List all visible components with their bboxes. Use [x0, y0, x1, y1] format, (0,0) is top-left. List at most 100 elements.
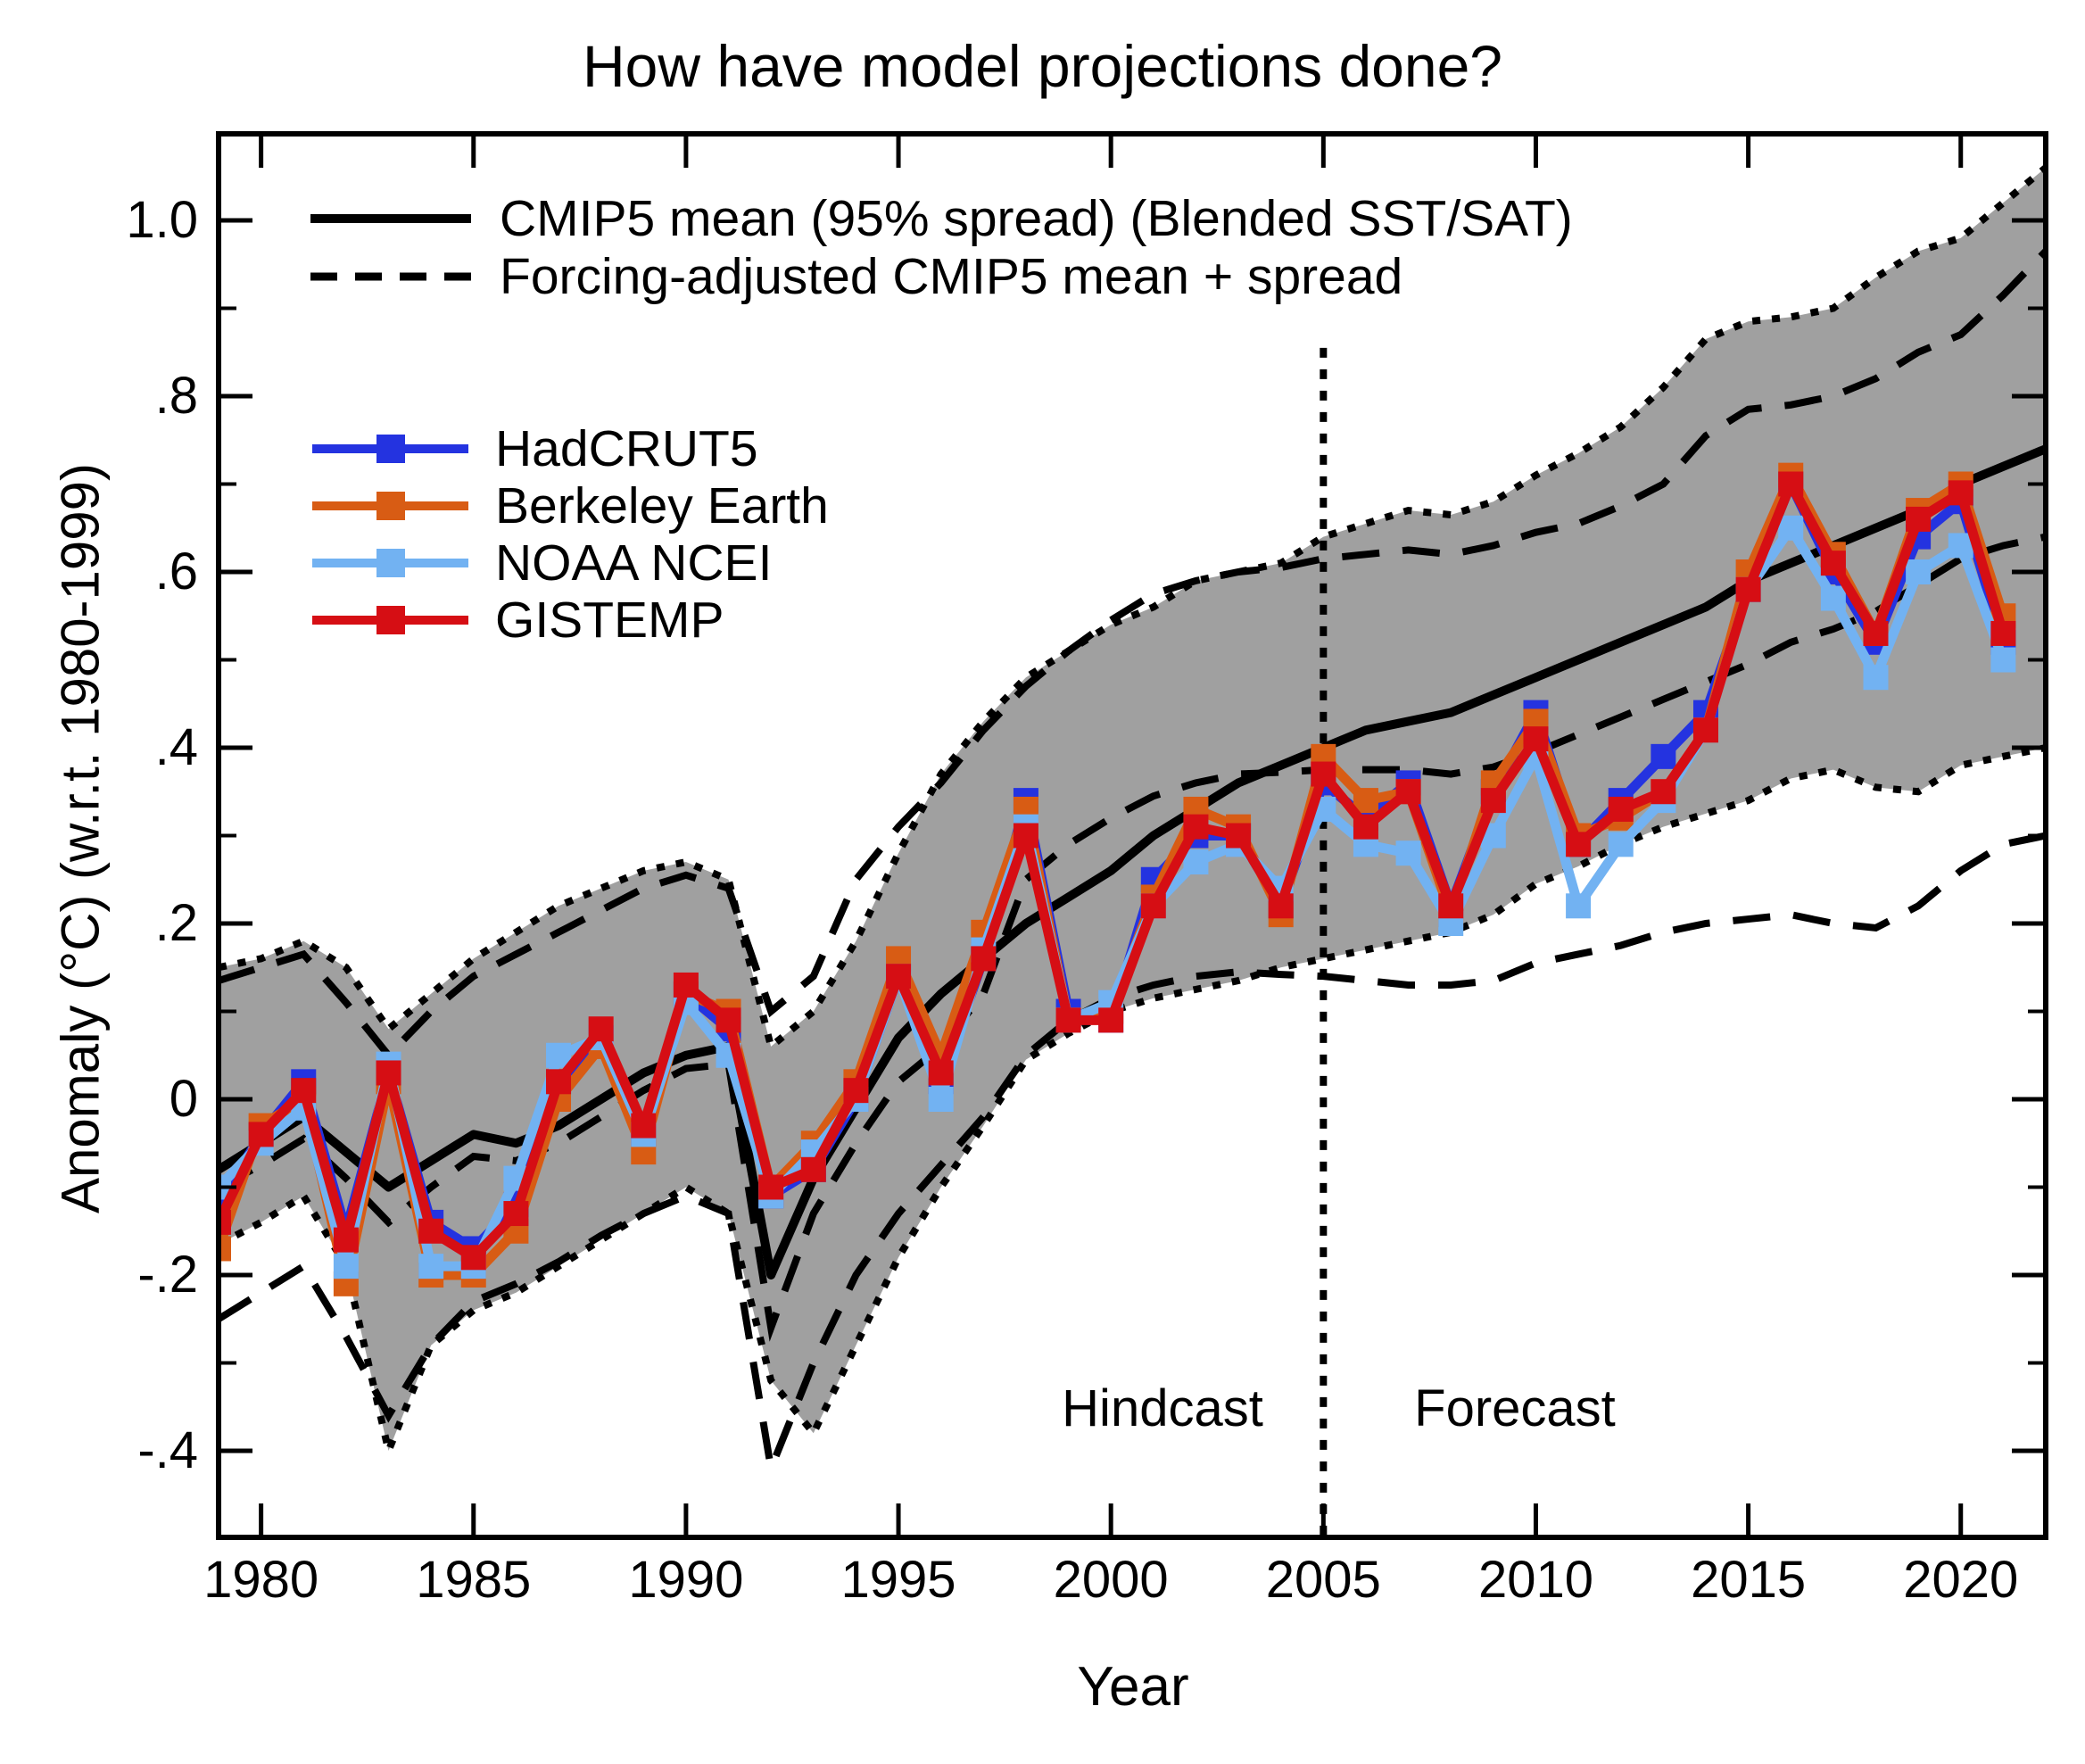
y-tick-label: .8	[154, 367, 198, 425]
noaa-ncei-marker	[1863, 665, 1889, 691]
gistemp-marker	[1183, 814, 1209, 840]
x-tick-label: 2015	[1691, 1551, 1807, 1609]
gistemp-marker	[376, 1060, 401, 1086]
series-line-sample-icon	[312, 593, 468, 647]
legend-item-noaa-ncei: NOAA NCEI	[312, 536, 772, 590]
y-tick-label: .6	[154, 542, 198, 600]
noaa-ncei-marker	[928, 1087, 954, 1112]
gistemp-marker	[1692, 717, 1718, 743]
gistemp-marker	[800, 1156, 826, 1182]
gistemp-marker	[503, 1201, 529, 1227]
gistemp-marker	[1480, 788, 1506, 814]
y-tick-label: -.4	[137, 1421, 198, 1479]
gistemp-marker	[1566, 832, 1592, 857]
gistemp-marker	[1226, 823, 1252, 849]
gistemp-marker	[588, 1016, 614, 1042]
legend-label-adjusted-mean: Forcing-adjusted CMIP5 mean + spread	[500, 248, 1403, 305]
x-tick-label: 1990	[628, 1551, 744, 1609]
x-tick-label: 1980	[203, 1551, 319, 1609]
noaa-ncei-marker	[1566, 893, 1592, 919]
gistemp-marker	[1906, 506, 1932, 532]
noaa-ncei-marker	[1990, 647, 2016, 673]
chart-title: How have model projections done?	[583, 33, 1502, 99]
gistemp-marker	[928, 1060, 954, 1086]
gistemp-marker	[1311, 761, 1336, 787]
plot-area	[219, 164, 2046, 1537]
gistemp-marker	[418, 1218, 444, 1244]
adjusted-spread-top	[219, 248, 2046, 1061]
gistemp-marker	[1608, 796, 1634, 822]
gistemp-marker	[1268, 893, 1294, 919]
gistemp-marker	[1438, 893, 1464, 919]
gistemp-marker	[219, 1209, 231, 1235]
gistemp-marker	[971, 946, 997, 972]
gistemp-marker	[1948, 480, 1973, 506]
gistemp-marker	[1778, 471, 1804, 497]
gistemp-marker	[1863, 620, 1889, 646]
gistemp-marker	[1353, 814, 1378, 840]
x-axis-label: Year	[1077, 1656, 1189, 1718]
noaa-ncei-marker	[1183, 849, 1209, 875]
gistemp-marker	[1735, 576, 1761, 602]
legend-item-gistemp: GISTEMP	[312, 593, 724, 647]
gistemp-marker	[1990, 620, 2016, 646]
legend-item-berkeley-earth: Berkeley Earth	[312, 479, 829, 533]
gistemp-marker	[333, 1227, 359, 1253]
gistemp-marker	[460, 1245, 486, 1271]
noaa-ncei-marker	[333, 1254, 359, 1280]
gistemp-marker	[758, 1174, 784, 1200]
legend-item-adjusted-mean: Forcing-adjusted CMIP5 mean + spread	[310, 250, 1402, 303]
solid-line-sample-icon	[310, 192, 471, 245]
series-line-sample-icon	[312, 536, 468, 590]
noaa-ncei-marker	[418, 1254, 444, 1280]
noaa-ncei-marker	[1906, 559, 1932, 584]
legend-label: NOAA NCEI	[495, 534, 773, 592]
gistemp-marker	[886, 964, 912, 990]
y-tick-label: .2	[154, 894, 198, 952]
x-tick-label: 2005	[1265, 1551, 1381, 1609]
noaa-ncei-marker	[1820, 585, 1846, 611]
y-axis-label: Anomaly (°C) (w.r.t. 1980-1999)	[50, 463, 111, 1213]
series-line-sample-icon	[312, 422, 468, 476]
gistemp-marker	[843, 1078, 869, 1104]
gistemp-marker	[546, 1069, 572, 1095]
gistemp-marker	[1140, 893, 1166, 919]
dashed-line-sample-icon	[310, 250, 471, 303]
gistemp-marker	[291, 1078, 317, 1104]
gistemp-marker	[248, 1122, 274, 1147]
noaa-ncei-marker	[1395, 841, 1421, 866]
spread-bottom-border	[219, 744, 2046, 1463]
spread-top-border	[219, 164, 2046, 1054]
berkeley-earth-marker	[219, 1236, 231, 1262]
forecast-label: Forecast	[1414, 1379, 1616, 1437]
gistemp-marker	[1013, 823, 1038, 849]
legend-item-hadcrut5: HadCRUT5	[312, 422, 758, 476]
legend-label-cmip5-mean: CMIP5 mean (95% spread) (Blended SST/SAT…	[500, 190, 1573, 247]
x-tick-label: 2020	[1903, 1551, 2019, 1609]
noaa-ncei-marker	[1608, 832, 1634, 857]
y-tick-label: -.2	[137, 1246, 198, 1304]
gistemp-marker	[716, 1007, 741, 1033]
legend-label: Berkeley Earth	[495, 477, 829, 534]
x-tick-label: 1995	[840, 1551, 956, 1609]
gistemp-marker	[1055, 1007, 1081, 1033]
x-tick-label: 2010	[1477, 1551, 1593, 1609]
gistemp-marker	[1395, 779, 1421, 805]
gistemp-marker	[1523, 726, 1549, 752]
gistemp-marker	[1098, 1007, 1124, 1033]
y-tick-label: 0	[169, 1070, 198, 1128]
gistemp-marker	[631, 1113, 657, 1139]
noaa-ncei-marker	[1778, 515, 1804, 541]
gistemp-marker	[673, 972, 699, 998]
legend-label: HadCRUT5	[495, 420, 758, 477]
x-tick-label: 1985	[416, 1551, 532, 1609]
x-tick-label: 2000	[1053, 1551, 1169, 1609]
legend-label: GISTEMP	[495, 592, 724, 649]
gistemp-marker	[1651, 779, 1676, 805]
series-line-sample-icon	[312, 479, 468, 533]
legend-item-cmip5-mean: CMIP5 mean (95% spread) (Blended SST/SAT…	[310, 192, 1573, 245]
hadcrut5-marker	[1651, 743, 1676, 769]
y-tick-label: 1.0	[126, 191, 198, 249]
